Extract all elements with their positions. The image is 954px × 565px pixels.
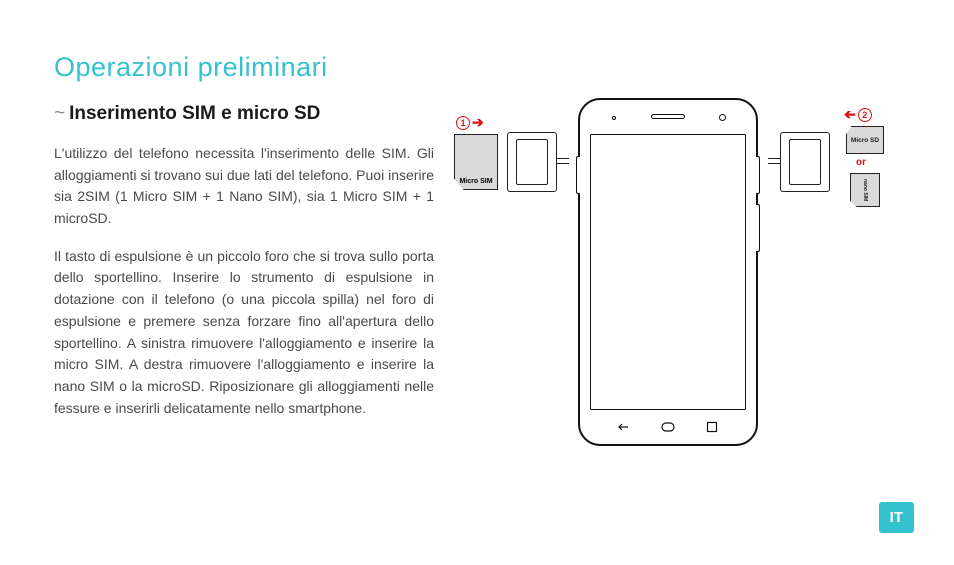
- step-1-badge: 1 ➔: [456, 114, 484, 131]
- arrow-left-icon: ➔: [844, 106, 856, 123]
- sim-tray-right-arm: [768, 158, 780, 164]
- section-heading-text: Inserimento SIM e micro SD: [69, 103, 320, 124]
- phone-outline: [578, 98, 758, 446]
- phone-right-slot-2: [756, 204, 760, 252]
- phone-sensor: [612, 116, 616, 120]
- nano-sim-card: nano SIM: [850, 173, 880, 207]
- or-label: or: [856, 157, 866, 168]
- phone-right-slot-1: [756, 156, 760, 194]
- tilde-icon: ~: [54, 103, 65, 124]
- nav-recent-icon: [704, 420, 720, 434]
- arrow-right-icon: ➔: [472, 114, 484, 131]
- diagram-sim-insertion: 1 ➔ Micro SIM ➔: [448, 98, 948, 468]
- step-1-number: 1: [456, 116, 470, 130]
- phone-camera: [719, 114, 726, 121]
- sim-tray-left-arm: [557, 158, 569, 164]
- sim-tray-left: [507, 132, 557, 192]
- page-title: Operazioni preliminari: [54, 52, 904, 83]
- step-2-number: 2: [858, 108, 872, 122]
- micro-sd-card: Micro SD: [846, 126, 884, 154]
- paragraph-1: L'utilizzo del telefono necessita l'inse…: [54, 143, 434, 230]
- body-text: L'utilizzo del telefono necessita l'inse…: [54, 143, 434, 419]
- step-2-badge: ➔ 2: [844, 106, 872, 123]
- language-badge: IT: [879, 502, 914, 533]
- micro-sim-card: Micro SIM: [454, 134, 498, 190]
- phone-earpiece: [651, 114, 685, 119]
- phone-screen: [590, 134, 746, 410]
- nav-home-icon: [660, 420, 676, 434]
- paragraph-2: Il tasto di espulsione è un piccolo foro…: [54, 246, 434, 420]
- phone-left-slot: [576, 156, 580, 194]
- sim-tray-right: [780, 132, 830, 192]
- nav-back-icon: [616, 420, 632, 434]
